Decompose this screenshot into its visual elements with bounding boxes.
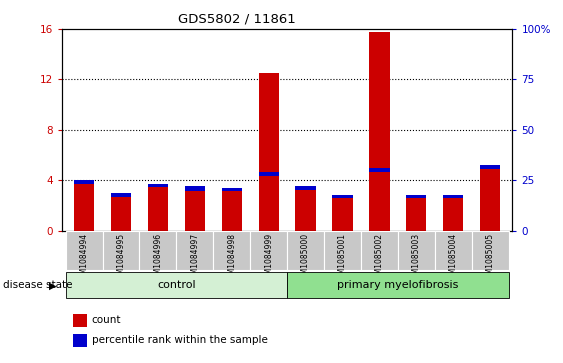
Text: GSM1085001: GSM1085001 [338, 232, 347, 284]
Bar [185, 187, 205, 191]
Bar [258, 172, 279, 176]
Bar [258, 73, 279, 231]
Bar [406, 195, 427, 231]
Bar [443, 195, 463, 231]
Bar [111, 193, 131, 231]
Text: control: control [157, 280, 196, 290]
Text: disease state: disease state [3, 280, 72, 290]
Bar [369, 32, 390, 231]
FancyBboxPatch shape [472, 231, 508, 270]
Bar [222, 188, 242, 231]
Bar [222, 188, 242, 191]
Bar [332, 195, 352, 199]
Text: GSM1085003: GSM1085003 [412, 232, 421, 284]
Bar [111, 193, 131, 196]
FancyBboxPatch shape [435, 231, 472, 270]
FancyBboxPatch shape [213, 231, 250, 270]
Text: primary myelofibrosis: primary myelofibrosis [337, 280, 459, 290]
Text: percentile rank within the sample: percentile rank within the sample [92, 335, 267, 345]
Bar [74, 180, 94, 184]
Text: GSM1085004: GSM1085004 [449, 232, 458, 284]
Bar [185, 187, 205, 231]
Bar [369, 168, 390, 172]
FancyBboxPatch shape [176, 231, 213, 270]
Bar [480, 165, 501, 169]
FancyBboxPatch shape [66, 231, 102, 270]
Text: GSM1085005: GSM1085005 [486, 232, 495, 284]
Bar [148, 184, 168, 231]
FancyBboxPatch shape [361, 231, 398, 270]
Text: GSM1085000: GSM1085000 [301, 232, 310, 284]
FancyBboxPatch shape [102, 231, 140, 270]
Bar [480, 165, 501, 231]
Bar [148, 184, 168, 187]
FancyBboxPatch shape [287, 231, 324, 270]
Bar [296, 187, 316, 231]
Bar [443, 195, 463, 199]
FancyBboxPatch shape [66, 272, 287, 298]
FancyBboxPatch shape [324, 231, 361, 270]
Text: GSM1084999: GSM1084999 [264, 232, 273, 284]
Text: GSM1085002: GSM1085002 [375, 232, 384, 284]
Bar [332, 195, 352, 231]
Bar [74, 180, 94, 231]
Bar [406, 195, 427, 199]
Text: GDS5802 / 11861: GDS5802 / 11861 [177, 13, 296, 26]
FancyBboxPatch shape [140, 231, 176, 270]
Text: GSM1084994: GSM1084994 [79, 232, 88, 284]
FancyBboxPatch shape [287, 272, 508, 298]
FancyBboxPatch shape [398, 231, 435, 270]
FancyBboxPatch shape [250, 231, 287, 270]
Text: GSM1084996: GSM1084996 [153, 232, 162, 284]
Text: GSM1084997: GSM1084997 [190, 232, 199, 284]
Text: count: count [92, 315, 121, 325]
Text: GSM1084995: GSM1084995 [117, 232, 126, 284]
Bar [296, 187, 316, 190]
Text: GSM1084998: GSM1084998 [227, 232, 236, 284]
Text: ▶: ▶ [48, 281, 56, 291]
